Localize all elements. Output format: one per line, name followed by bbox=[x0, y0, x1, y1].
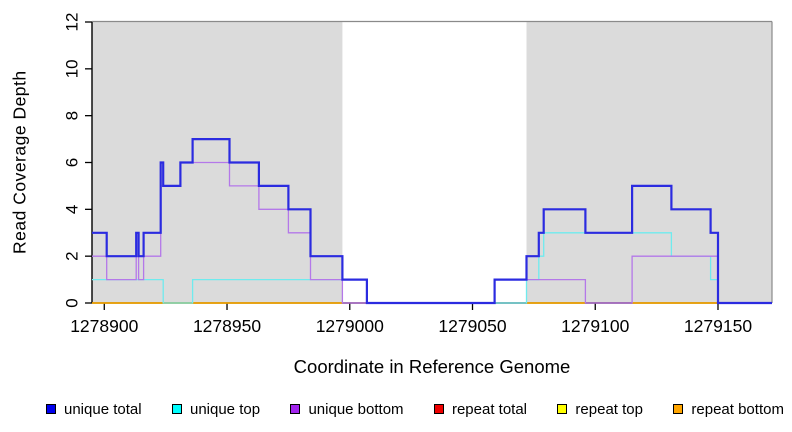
y-tick-label: 8 bbox=[63, 111, 82, 120]
x-tick-label: 1279050 bbox=[438, 316, 506, 336]
series-unique-total-line bbox=[92, 138, 772, 305]
legend-swatch-unique-total bbox=[46, 404, 56, 414]
x-tick-label: 1279150 bbox=[684, 316, 752, 336]
x-tick-label: 1279000 bbox=[316, 316, 384, 336]
y-tick-label: 6 bbox=[63, 158, 82, 167]
legend-label-unique-total: unique total bbox=[64, 400, 142, 418]
y-axis-title: Read Coverage Depth bbox=[9, 70, 30, 255]
masked-region bbox=[526, 21, 772, 303]
legend-item-repeat-top: repeat top bbox=[557, 401, 643, 418]
legend-swatch-repeat-top bbox=[557, 404, 568, 414]
legend-swatch-unique-top bbox=[171, 404, 182, 414]
legend-label-repeat-top: repeat top bbox=[575, 400, 643, 418]
series-unique-top-line bbox=[92, 232, 772, 304]
legend-label-repeat-bottom: repeat bottom bbox=[691, 400, 784, 418]
legend-item-unique-top: unique top bbox=[171, 400, 261, 418]
legend-swatch-repeat-bottom bbox=[673, 404, 684, 414]
x-axis-title: Coordinate in Reference Genome bbox=[293, 356, 571, 377]
y-tick-label: 0 bbox=[63, 298, 82, 307]
legend-item-repeat-total: repeat total bbox=[433, 400, 528, 418]
legend-label-unique-bottom: unique bottom bbox=[308, 400, 404, 418]
legend-label-unique-top: unique top bbox=[189, 400, 261, 418]
legend-item-unique-bottom: unique bottom bbox=[290, 400, 404, 418]
x-tick-label: 1278950 bbox=[193, 316, 261, 336]
legend-item-unique-total: unique total bbox=[46, 401, 142, 418]
legend-swatch-unique-bottom bbox=[290, 404, 301, 414]
legend-swatch-repeat-total bbox=[433, 404, 444, 414]
y-tick-label: 12 bbox=[63, 13, 82, 32]
y-tick-label: 10 bbox=[63, 59, 82, 78]
series-unique-bottom-line bbox=[92, 161, 772, 304]
legend: unique total unique top unique bottom repea… bbox=[46, 398, 784, 420]
legend-item-repeat-bottom: repeat bottom bbox=[673, 401, 784, 418]
legend-label-repeat-total: repeat total bbox=[451, 400, 528, 418]
x-tick-label: 1279100 bbox=[561, 316, 629, 336]
y-tick-label: 4 bbox=[63, 205, 82, 214]
x-tick-label: 1278900 bbox=[70, 316, 138, 336]
y-tick-label: 2 bbox=[63, 251, 82, 260]
